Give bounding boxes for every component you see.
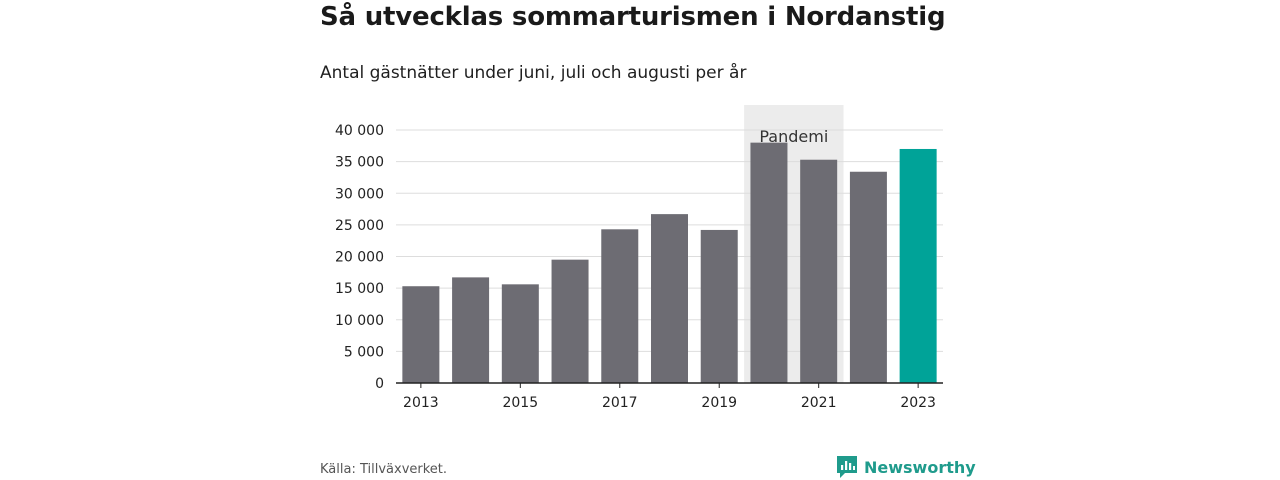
bar-2015 xyxy=(501,284,539,383)
y-tick-label: 10 000 xyxy=(335,313,384,329)
y-tick-label: 0 xyxy=(375,376,384,392)
x-tick-label: 2017 xyxy=(602,395,638,411)
x-tick-label: 2021 xyxy=(801,395,837,411)
bar-2014 xyxy=(452,277,490,383)
brand-logo: Newsworthy xyxy=(836,455,976,479)
y-tick-label: 15 000 xyxy=(335,281,384,297)
chart-subtitle: Antal gästnätter under juni, juli och au… xyxy=(320,63,747,83)
bar-2013 xyxy=(402,286,440,383)
x-tick-label: 2023 xyxy=(900,395,936,411)
brand-name: Newsworthy xyxy=(864,457,976,477)
bar-2019 xyxy=(700,229,738,383)
bar-2023 xyxy=(899,148,937,383)
bar-chart: 0 5 000 10 000 15 000 20 000 25 000 30 000 35 0… xyxy=(335,105,943,411)
source-note: Källa: Tillväxverket. xyxy=(320,462,448,477)
bar-2020 xyxy=(750,142,788,383)
chart-title: Så utvecklas sommarturismen i Nordanstig xyxy=(320,2,946,32)
y-tick-label: 35 000 xyxy=(335,155,384,171)
bar-2018 xyxy=(651,214,688,383)
y-tick-label: 40 000 xyxy=(335,123,384,139)
bar-2016 xyxy=(551,259,589,383)
x-tick-label: 2019 xyxy=(701,395,737,411)
x-tick-label: 2015 xyxy=(502,395,538,411)
bar-2017 xyxy=(601,229,639,383)
y-tick-label: 25 000 xyxy=(335,218,384,234)
pandemic-label: Pandemi xyxy=(759,127,828,146)
bar-2022 xyxy=(849,171,887,383)
bar-2021 xyxy=(800,159,838,383)
x-tick-label: 2013 xyxy=(403,395,439,411)
y-tick-label: 5 000 xyxy=(344,344,384,360)
y-tick-label: 20 000 xyxy=(335,250,384,266)
newsworthy-logo-icon xyxy=(837,456,857,478)
y-tick-label: 30 000 xyxy=(335,186,384,202)
